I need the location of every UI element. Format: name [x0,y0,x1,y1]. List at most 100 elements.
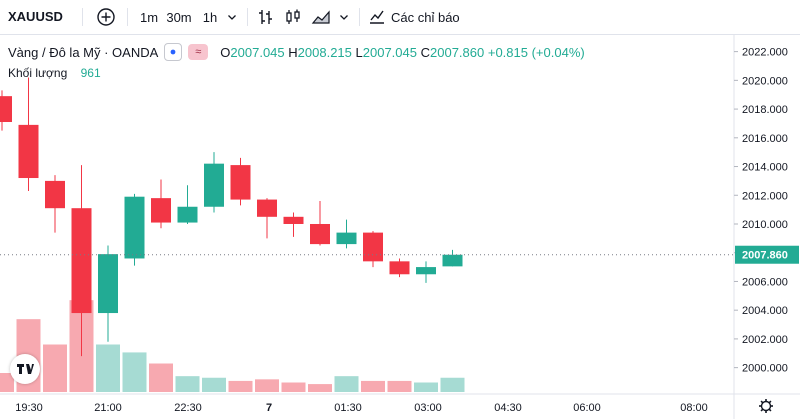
candle-body [151,198,171,223]
candle-body [389,261,410,275]
price-tick-label: 2022.000 [742,47,788,59]
tradingview-logo[interactable] [10,354,40,384]
candle-body [310,223,330,245]
toolbar-separator [359,8,360,26]
volume-bar [149,363,173,392]
price-tick-label: 2010.000 [742,219,788,231]
volume-bar [414,382,438,392]
area-chart-type-button[interactable] [310,6,332,28]
time-tick-label: 08:00 [680,402,708,414]
price-chart[interactable]: 2000.0002002.0002004.0002006.0002008.000… [0,34,800,419]
volume-bar [43,344,67,392]
price-tick-label: 2000.000 [742,363,788,375]
tv-logo-icon [17,364,34,374]
volume-bar [175,376,200,392]
price-tick-label: 2014.000 [742,162,788,174]
candle-body [257,199,277,217]
last-price-label: 2007.860 [742,250,788,262]
ohlc-values: O2007.045 H2008.215 L2007.045 C2007.860 … [220,45,584,60]
area-chart-icon [311,10,330,24]
high-key: H [288,44,298,60]
candle-body [416,267,436,275]
legend-approx-badge[interactable]: ≈ [188,44,209,60]
candle-body [18,124,39,179]
indicators-label: Các chỉ báo [391,9,460,25]
candle-body [336,232,357,245]
price-tick-label: 2004.000 [742,305,788,317]
close-value: 2007.860 [430,44,485,60]
open-key: O [220,44,231,60]
volume-bar [440,377,465,392]
volume-bar [281,382,306,392]
interval-1h-button[interactable]: 1h [202,9,218,25]
chevron-down-icon [228,15,236,20]
indicators-icon [370,10,384,24]
price-tick-label: 2012.000 [742,190,788,202]
bars-icon [259,10,272,24]
series-title[interactable]: Vàng / Đô la Mỹ · OANDA [8,44,159,60]
volume-bar [255,379,279,392]
legend-eye-badge[interactable] [164,43,183,61]
volume-bar [387,380,412,392]
time-tick-label: 03:00 [414,402,442,414]
open-value: 2007.045 [230,44,285,60]
price-tick-label: 2018.000 [742,104,788,116]
candle-body [71,208,92,314]
last-price-badge [735,245,799,264]
candle-body [45,180,65,209]
toolbar-separator [127,8,128,26]
time-tick-label: 22:30 [174,402,202,414]
volume-value: 961 [80,66,101,80]
add-symbol-button[interactable] [95,6,117,28]
high-value: 2008.215 [297,44,352,60]
price-tick-label: 2016.000 [742,133,788,145]
volume-bar [361,380,385,392]
time-tick-label: 01:30 [334,402,362,414]
time-tick-label: 7 [266,402,272,414]
volume-bar [122,352,147,392]
volume-bar [202,377,226,392]
low-value: 2007.045 [362,44,417,60]
candle-body [177,206,198,223]
candle-body [283,216,304,224]
chevron-down-icon [340,15,348,20]
candle-body [363,232,383,262]
candle-body [124,196,145,259]
price-tick-label: 2006.000 [742,276,788,288]
price-tick-label: 2002.000 [742,334,788,346]
toolbar-separator [247,8,248,26]
low-key: L [355,44,363,60]
volume-bar [334,376,359,392]
volume-bar [308,384,332,392]
toolbar-separator [82,8,83,26]
time-tick-label: 06:00 [573,402,601,414]
volume-bar [228,380,253,392]
interval-30m-button[interactable]: 30m [166,9,192,25]
candle-body [0,96,12,123]
chart-type-dropdown-button[interactable] [336,6,352,28]
settings-gear-icon[interactable] [759,399,773,413]
interval-1m-button[interactable]: 1m [139,9,159,25]
candle-body [442,254,463,267]
indicators-button[interactable]: Các chỉ báo [368,6,468,28]
candles-icon [286,9,300,24]
close-key: C [420,44,430,60]
bar-chart-type-button[interactable] [256,6,276,28]
volume-bar [0,373,14,392]
change-value: +0.815 (+0.04%) [487,44,585,60]
plus-circle-icon [97,8,115,26]
time-tick-label: 19:30 [15,402,43,414]
eye-icon [170,49,176,55]
candle-body [204,163,224,207]
symbol-name[interactable]: XAUUSD [8,9,63,24]
volume-bar [96,344,120,392]
price-tick-label: 2020.000 [742,75,788,87]
candles-chart-type-button[interactable] [283,6,303,28]
series-legend: Vàng / Đô la Mỹ · OANDA ≈ O2007.045 H200… [8,43,585,61]
volume-label[interactable]: Khối lượng [8,66,68,80]
interval-dropdown-button[interactable] [224,6,240,28]
candle-body [98,254,118,314]
top-toolbar: XAUUSD 1m 30m 1h [0,0,800,35]
volume-legend: Khối lượng 961 [8,66,101,80]
candle-body [230,165,251,200]
